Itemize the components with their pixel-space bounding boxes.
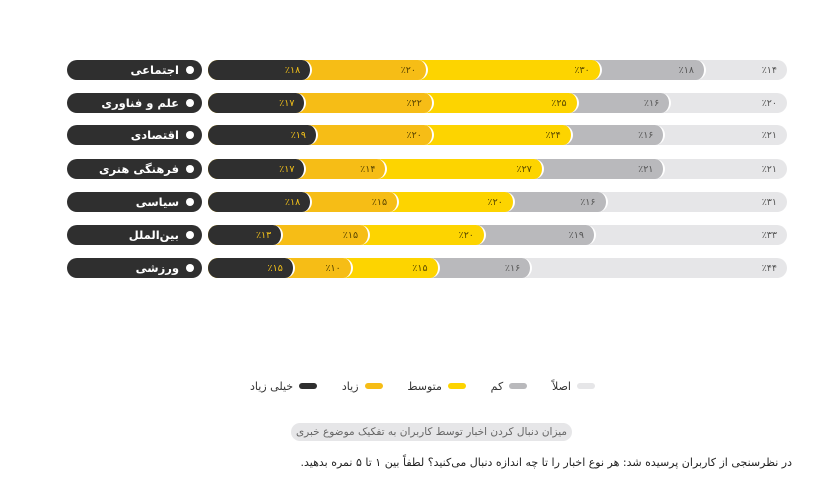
legend-item-none: اصلاً: [552, 380, 595, 393]
bar-segment: ٪۱۷: [208, 159, 307, 179]
legend-item-medium: متوسط: [407, 380, 466, 393]
bar-segment: ٪۱۸: [208, 192, 313, 212]
category-label: بین‌الملل: [67, 225, 202, 245]
bar-segment: ٪۱۹: [208, 125, 318, 145]
chart-row: سیاسی ٪۳۱ ٪۱۶ ٪۲۰ ٪۱۵ ٪۱۸: [0, 192, 840, 212]
category-label: سیاسی: [67, 192, 202, 212]
bar-segment: ٪۱۵: [208, 258, 295, 278]
category-text: اقتصادی: [130, 128, 179, 142]
stacked-bar: ٪۴۴ ٪۱۶ ٪۱۵ ٪۱۰ ٪۱۵: [208, 258, 787, 278]
stacked-bar: ٪۳۳ ٪۱۹ ٪۲۰ ٪۱۵ ٪۱۳: [208, 225, 787, 245]
segment-value: ٪۲۷: [516, 163, 532, 175]
segment-value: ٪۱۹: [568, 229, 584, 241]
segment-value: ٪۱۳: [255, 229, 272, 241]
category-label: علم و فناوری: [67, 93, 202, 113]
segment-value: ٪۳۱: [761, 196, 777, 208]
category-label: فرهنگی هنری: [67, 159, 202, 179]
bullet-icon: [186, 99, 194, 107]
bar-segment: ٪۱۸: [208, 60, 313, 80]
segment-value: ٪۲۱: [761, 163, 777, 175]
bullet-icon: [186, 66, 194, 74]
legend-label: کم: [490, 379, 504, 393]
bullet-icon: [186, 131, 194, 139]
bullet-icon: [186, 198, 194, 206]
legend-label: متوسط: [407, 379, 442, 393]
chart-row: بین‌الملل ٪۳۳ ٪۱۹ ٪۲۰ ٪۱۵ ٪۱۳: [0, 225, 840, 245]
stacked-bar: ٪۲۱ ٪۲۱ ٪۲۷ ٪۱۴ ٪۱۷: [208, 159, 787, 179]
legend-swatch: [299, 383, 318, 389]
chart-legend: اصلاً کم متوسط زیاد خیلی زیاد: [250, 378, 595, 394]
legend-swatch: [509, 383, 528, 389]
chart-row: فرهنگی هنری ٪۲۱ ٪۲۱ ٪۲۷ ٪۱۴ ٪۱۷: [0, 159, 840, 179]
segment-value: ٪۱۴: [360, 163, 376, 175]
bar-segment: ٪۱۷: [208, 93, 307, 113]
segment-value: ٪۱۶: [580, 196, 596, 208]
segment-value: ٪۲۰: [487, 196, 503, 208]
segment-value: ٪۱۴: [761, 64, 777, 76]
category-text: فرهنگی هنری: [98, 162, 179, 176]
bullet-icon: [186, 231, 194, 239]
category-text: اجتماعی: [130, 63, 179, 77]
chart-row: اجتماعی ٪۱۴ ٪۱۸ ٪۳۰ ٪۲۰ ٪۱۸: [0, 60, 840, 80]
segment-value: ٪۲۰: [458, 229, 474, 241]
segment-value: ٪۱۵: [371, 196, 388, 208]
segment-value: ٪۳۰: [574, 64, 590, 76]
bullet-icon: [186, 165, 194, 173]
segment-value: ٪۱۶: [643, 97, 660, 109]
segment-value: ٪۲۱: [761, 129, 777, 141]
segment-value: ٪۲۰: [400, 64, 417, 76]
segment-value: ٪۱۵: [267, 262, 283, 274]
segment-value: ٪۱۵: [412, 262, 428, 274]
survey-footnote: در نظرسنجی از کاربران پرسیده شد: هر نوع …: [300, 456, 792, 469]
bar-segment: ٪۱۳: [208, 225, 284, 245]
legend-label: زیاد: [341, 379, 359, 393]
stacked-bar: ٪۲۱ ٪۱۶ ٪۲۴ ٪۲۰ ٪۱۹: [208, 125, 787, 145]
stacked-bar: ٪۱۴ ٪۱۸ ٪۳۰ ٪۲۰ ٪۱۸: [208, 60, 787, 80]
category-text: ورزشی: [135, 261, 179, 275]
legend-label: خیلی زیاد: [250, 379, 294, 393]
category-text: سیاسی: [135, 195, 179, 209]
stacked-bar: ٪۲۰ ٪۱۶ ٪۲۵ ٪۲۲ ٪۱۷: [208, 93, 787, 113]
category-text: علم و فناوری: [101, 96, 179, 110]
legend-item-very-high: خیلی زیاد: [250, 379, 318, 393]
segment-value: ٪۱۶: [638, 129, 654, 141]
segment-value: ٪۲۰: [761, 97, 777, 109]
segment-value: ٪۱۶: [504, 262, 521, 274]
segment-value: ٪۱۹: [290, 129, 306, 141]
segment-value: ٪۱۵: [342, 229, 359, 241]
category-label: ورزشی: [67, 258, 202, 278]
segment-value: ٪۲۲: [406, 97, 422, 109]
category-text: بین‌الملل: [128, 228, 179, 242]
segment-value: ٪۲۱: [638, 163, 654, 175]
segment-value: ٪۱۷: [279, 97, 295, 109]
segment-value: ٪۲۰: [406, 129, 422, 141]
chart-caption: میزان دنبال کردن اخبار توسط کاربران به ت…: [291, 423, 572, 441]
segment-value: ٪۴۴: [761, 262, 777, 274]
category-label: اقتصادی: [67, 125, 202, 145]
segment-value: ٪۱۸: [284, 64, 301, 76]
bullet-icon: [186, 264, 194, 272]
segment-value: ٪۱۷: [279, 163, 295, 175]
segment-value: ٪۳۳: [761, 229, 777, 241]
legend-label: اصلاً: [552, 379, 571, 393]
chart-row: علم و فناوری ٪۲۰ ٪۱۶ ٪۲۵ ٪۲۲ ٪۱۷: [0, 93, 840, 113]
legend-item-low: کم: [491, 380, 528, 393]
segment-value: ٪۲۴: [545, 129, 561, 141]
legend-swatch: [577, 383, 595, 389]
segment-value: ٪۱۸: [678, 64, 694, 76]
legend-item-high: زیاد: [342, 380, 383, 393]
chart-row: ورزشی ٪۴۴ ٪۱۶ ٪۱۵ ٪۱۰ ٪۱۵: [0, 258, 840, 278]
chart-row: اقتصادی ٪۲۱ ٪۱۶ ٪۲۴ ٪۲۰ ٪۱۹: [0, 125, 840, 145]
segment-value: ٪۱۰: [325, 262, 341, 274]
legend-swatch: [447, 383, 466, 389]
segment-value: ٪۲۵: [551, 97, 567, 109]
stacked-bar: ٪۳۱ ٪۱۶ ٪۲۰ ٪۱۵ ٪۱۸: [208, 192, 787, 212]
segment-value: ٪۱۸: [284, 196, 301, 208]
category-label: اجتماعی: [67, 60, 202, 80]
legend-swatch: [364, 383, 383, 389]
